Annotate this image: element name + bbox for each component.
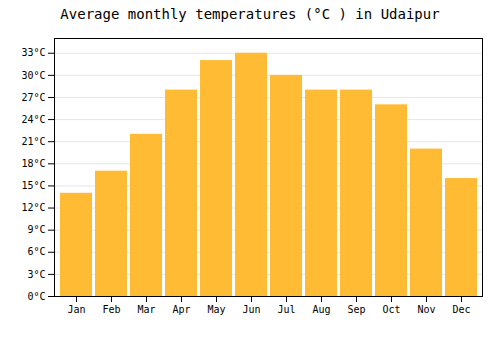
svg-text:Nov: Nov: [417, 304, 435, 315]
svg-text:30°C: 30°C: [21, 70, 45, 81]
svg-text:3°C: 3°C: [27, 269, 45, 280]
svg-text:Dec: Dec: [452, 304, 470, 315]
svg-text:Sep: Sep: [347, 304, 365, 315]
svg-text:15°C: 15°C: [21, 180, 45, 191]
svg-text:21°C: 21°C: [21, 136, 45, 147]
svg-text:33°C: 33°C: [21, 47, 45, 58]
svg-text:6°C: 6°C: [27, 246, 45, 257]
svg-text:Feb: Feb: [102, 304, 120, 315]
svg-text:Apr: Apr: [172, 304, 190, 315]
svg-text:18°C: 18°C: [21, 158, 45, 169]
svg-text:12°C: 12°C: [21, 202, 45, 213]
svg-text:24°C: 24°C: [21, 114, 45, 125]
html-text:Average monthly temperatures (: Average monthly temperatures (°C ) in Ud…: [60, 6, 440, 22]
svg-text:Aug: Aug: [312, 304, 330, 315]
svg-text:Jul: Jul: [277, 304, 295, 315]
svg-text:Mar: Mar: [137, 304, 155, 315]
svg-text:Jun: Jun: [242, 304, 260, 315]
svg-text:27°C: 27°C: [21, 92, 45, 103]
svg-text:9°C: 9°C: [27, 224, 45, 235]
svg-text:Oct: Oct: [382, 304, 400, 315]
svg-text:May: May: [207, 304, 225, 315]
svg-text:0°C: 0°C: [27, 291, 45, 302]
svg-text:Jan: Jan: [67, 304, 85, 315]
